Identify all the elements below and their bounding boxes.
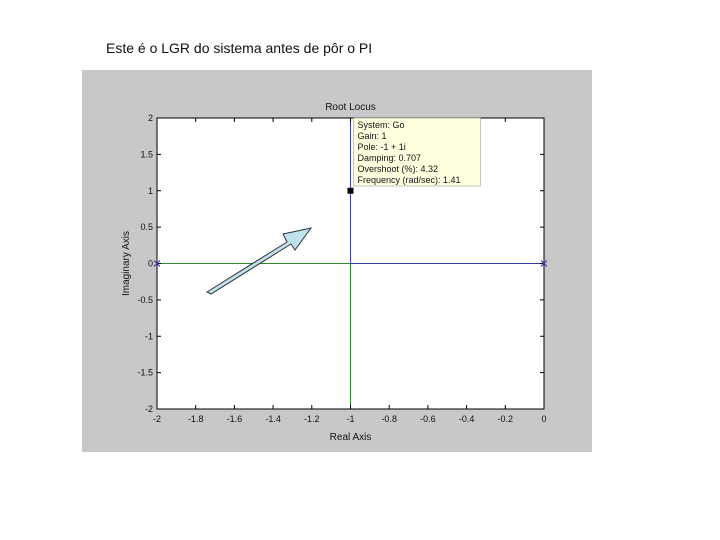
y-tick-label: 0 [148,259,153,269]
datatip-line: Frequency (rad/sec): 1.41 [358,175,461,185]
y-tick-label: 1 [148,186,153,196]
x-tick-label: -0.6 [420,414,436,424]
y-tick-label: -0.5 [137,295,153,305]
annotation-arrow [205,227,313,295]
datatip-line: Gain: 1 [358,131,387,141]
x-tick-label: -1 [346,414,354,424]
datatip-line: Pole: -1 + 1i [358,142,406,152]
y-tick-label: -2 [145,404,153,414]
x-tick-label: -2 [153,414,161,424]
chart-title: Root Locus [325,102,376,113]
selected-pole-point[interactable] [347,187,354,194]
y-tick-label: 1.5 [140,149,153,159]
x-tick-label: -1.2 [304,414,320,424]
x-tick-label: -0.4 [459,414,475,424]
matlab-figure: -2 -1.8 -1.6 -1.4 -1.2 -1 -0.8 -0.6 -0.4 -0.2 0 2 1.… [82,70,592,452]
y-axis-label: Imaginary Axis [121,231,132,296]
y-tick-label: 0.5 [140,222,153,232]
slide-caption: Este é o LGR do sistema antes de pôr o P… [106,40,373,56]
datatip-line: Overshoot (%): 4.32 [358,164,439,174]
x-axis-label: Real Axis [330,432,372,443]
datatip-line: System: Go [358,120,405,130]
datatip-line: Damping: 0.707 [358,153,422,163]
pole-marker [153,260,161,267]
x-tick-label: -0.8 [381,414,397,424]
root-locus-plot[interactable]: -2 -1.8 -1.6 -1.4 -1.2 -1 -0.8 -0.6 -0.4 -0.2 0 2 1.… [82,70,592,452]
y-tick-label: -1.5 [137,368,153,378]
locus-layer [157,118,544,409]
x-tick-label: 0 [541,414,546,424]
locus-branch-2 [350,118,544,264]
x-tick-label: -1.6 [227,414,243,424]
x-tick-label: -0.2 [498,414,514,424]
x-tick-label: -1.4 [265,414,281,424]
tick-layer: -2 -1.8 -1.6 -1.4 -1.2 -1 -0.8 -0.6 -0.4 -0.2 0 2 1.… [137,113,546,424]
y-tick-label: 2 [148,113,153,123]
y-tick-label: -1 [145,331,153,341]
pole-marker [540,260,548,267]
datatip-box [353,117,481,187]
x-tick-label: -1.8 [188,414,204,424]
marker-layer [153,187,548,267]
